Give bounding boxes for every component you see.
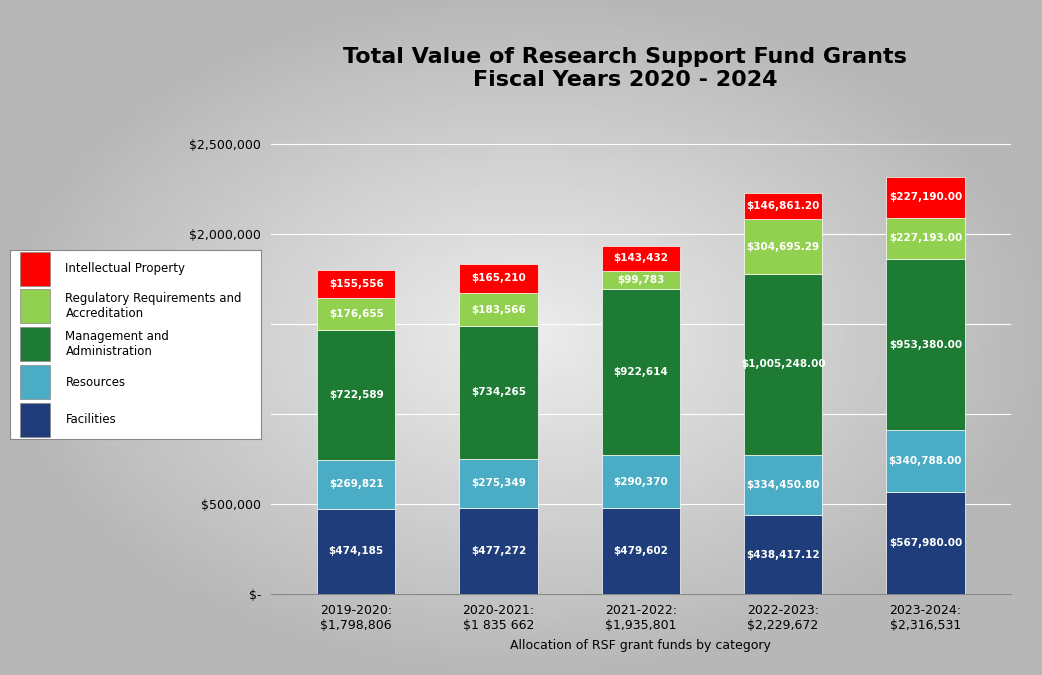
Text: Total Value of Research Support Fund Grants
Fiscal Years 2020 - 2024: Total Value of Research Support Fund Gra… [343,47,908,90]
Bar [601,456,680,508]
Text: $146,861.20: $146,861.20 [746,201,820,211]
Text: $227,190.00: $227,190.00 [889,192,962,202]
Text: $165,210: $165,210 [471,273,526,284]
Bar [887,431,965,492]
Bar [460,458,538,508]
Bar [601,290,680,456]
Text: $479,602: $479,602 [614,546,668,556]
Text: $99,783: $99,783 [617,275,665,286]
Bar [887,177,965,218]
Bar [460,294,538,326]
Text: Regulatory Requirements and
Accreditation: Regulatory Requirements and Accreditatio… [66,292,242,321]
Bar [460,326,538,458]
Bar [460,508,538,594]
Text: $275,349: $275,349 [471,479,526,488]
Text: $567,980.00: $567,980.00 [889,538,962,548]
Text: Intellectual Property: Intellectual Property [66,262,185,275]
Text: $176,655: $176,655 [329,309,383,319]
Bar [887,259,965,431]
Text: Resources: Resources [66,375,126,389]
Text: Management and
Administration: Management and Administration [66,330,169,358]
Text: $227,193.00: $227,193.00 [889,234,962,244]
Text: $1,005,248.00: $1,005,248.00 [741,359,825,369]
FancyBboxPatch shape [21,403,50,437]
Text: $474,185: $474,185 [328,546,383,556]
Text: $340,788.00: $340,788.00 [889,456,962,466]
Bar [317,270,395,298]
Bar [887,218,965,259]
Bar [317,460,395,509]
Bar [744,219,822,274]
Text: $734,265: $734,265 [471,387,526,398]
Bar [744,515,822,594]
Text: $155,556: $155,556 [329,279,383,289]
Bar [744,274,822,455]
Bar [601,508,680,594]
Text: $953,380.00: $953,380.00 [889,340,962,350]
Text: $304,695.29: $304,695.29 [746,242,820,252]
Text: $438,417.12: $438,417.12 [746,549,820,560]
Bar [887,492,965,594]
X-axis label: Allocation of RSF grant funds by category: Allocation of RSF grant funds by categor… [511,639,771,651]
Bar [317,330,395,460]
Text: $477,272: $477,272 [471,546,526,556]
Text: Facilities: Facilities [66,413,117,427]
Text: $922,614: $922,614 [614,367,668,377]
Text: $183,566: $183,566 [471,305,526,315]
Bar [601,271,680,290]
Bar [317,298,395,330]
Text: $143,432: $143,432 [614,254,668,263]
Text: $722,589: $722,589 [329,390,383,400]
Bar [317,509,395,594]
Bar [460,263,538,294]
FancyBboxPatch shape [21,290,50,323]
FancyBboxPatch shape [21,252,50,286]
Text: $290,370: $290,370 [614,477,668,487]
Bar [744,192,822,219]
FancyBboxPatch shape [21,365,50,399]
Bar [601,246,680,271]
FancyBboxPatch shape [21,327,50,361]
Text: $334,450.80: $334,450.80 [746,480,820,490]
Text: $269,821: $269,821 [329,479,383,489]
Bar [744,455,822,515]
